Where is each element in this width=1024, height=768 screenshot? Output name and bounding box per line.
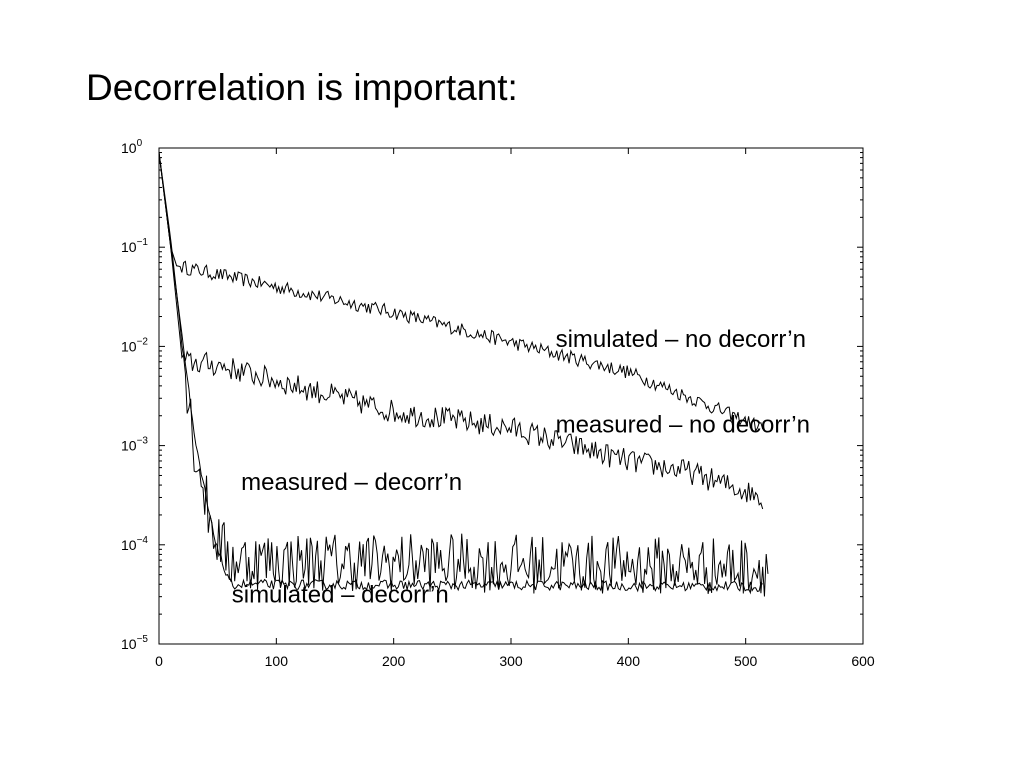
series-annotation: measured – decorr’n xyxy=(241,469,462,496)
slide-title: Decorrelation is important: xyxy=(86,67,518,108)
series-line xyxy=(158,152,764,510)
x-tick-label: 0 xyxy=(155,653,163,669)
y-tick-label: 10−4 xyxy=(121,535,148,553)
series-line xyxy=(158,152,769,597)
x-tick-label: 600 xyxy=(851,653,875,669)
series-layer xyxy=(158,152,769,597)
series-annotation: simulated – no decorr’n xyxy=(556,326,806,353)
series-line xyxy=(158,152,763,593)
series-annotation: simulated – decorr’n xyxy=(232,582,449,609)
y-tick-label: 10−1 xyxy=(121,237,148,255)
series-line xyxy=(158,152,764,433)
x-tick-label: 300 xyxy=(499,653,523,669)
x-tick-label: 400 xyxy=(617,653,641,669)
y-axis: 100 10−1 10−2 10−3 10−4 10−5 xyxy=(121,138,863,652)
y-tick-label: 100 xyxy=(121,138,143,156)
y-tick-label: 10−5 xyxy=(121,634,148,652)
series-annotation: measured – no decorr’n xyxy=(556,412,810,439)
x-tick-label: 100 xyxy=(265,653,289,669)
y-tick-label: 10−3 xyxy=(121,436,148,454)
y-tick-label: 10−2 xyxy=(121,336,148,354)
x-tick-label: 200 xyxy=(382,653,406,669)
x-axis: 0 100 200 300 400 500 600 xyxy=(155,148,875,669)
annotation-layer: simulated – no decorr’n measured – no dec… xyxy=(232,326,810,609)
x-tick-label: 500 xyxy=(734,653,758,669)
